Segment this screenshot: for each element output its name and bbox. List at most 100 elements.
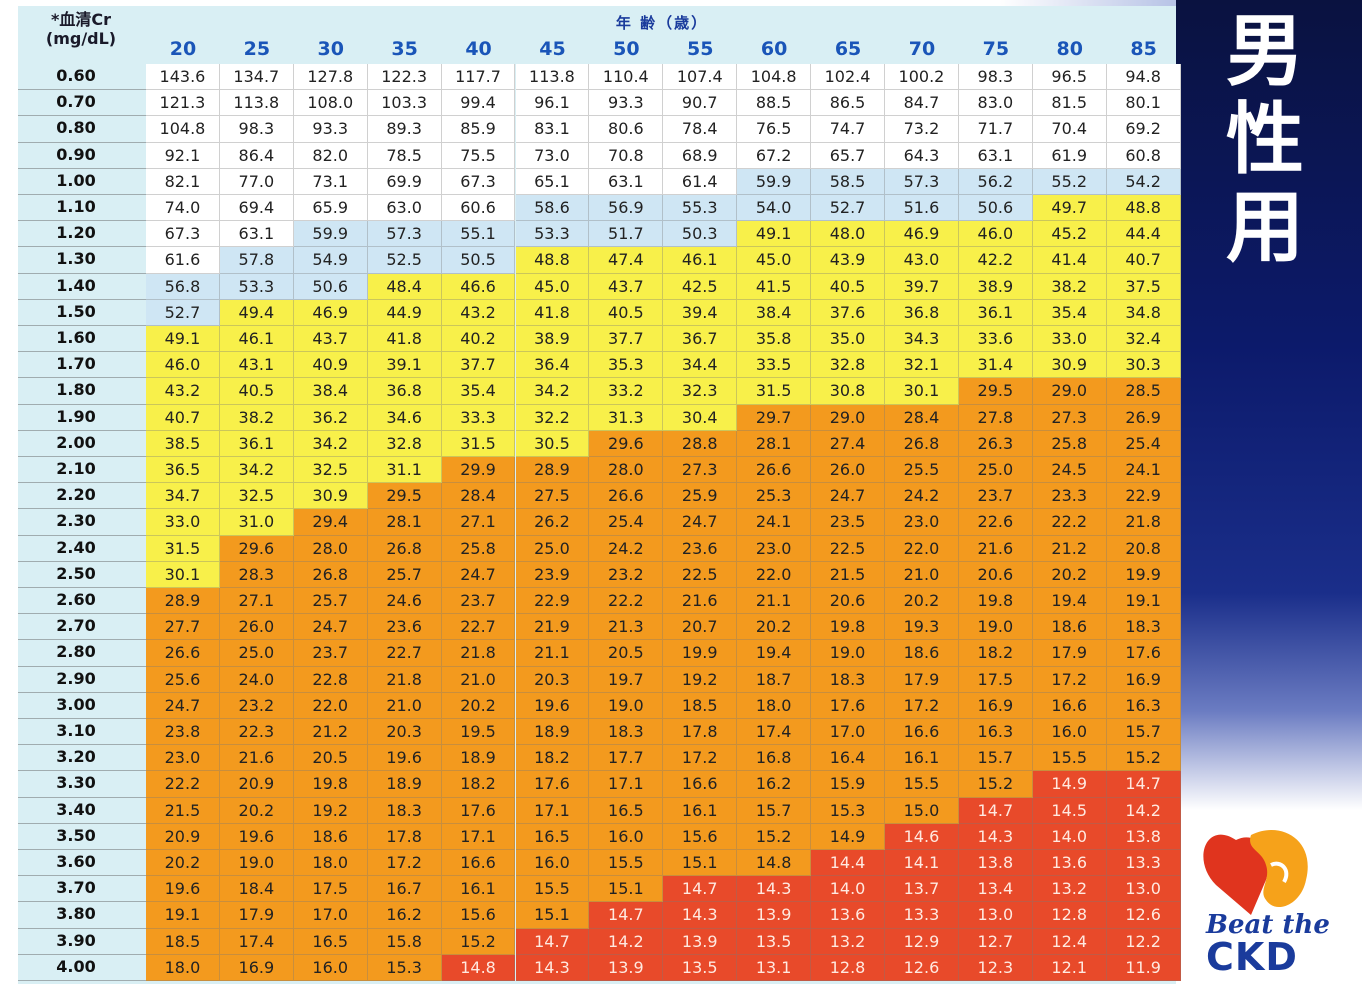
- egfr-cell: 42.2: [958, 247, 1033, 274]
- egfr-cell: 117.7: [441, 64, 516, 91]
- egfr-cell: 13.8: [958, 850, 1033, 877]
- cr-row-label: 3.30: [56, 773, 96, 793]
- egfr-cell: 25.0: [515, 535, 590, 562]
- egfr-cell: 103.3: [367, 90, 442, 117]
- cr-row-label: 2.70: [56, 616, 96, 636]
- egfr-cell: 90.7: [663, 90, 738, 117]
- age-header-80: 80: [1056, 38, 1083, 60]
- egfr-cell: 20.2: [146, 850, 220, 877]
- egfr-cell: 39.4: [663, 299, 738, 326]
- egfr-cell: 31.5: [146, 535, 220, 562]
- egfr-cell: 30.3: [1106, 352, 1181, 379]
- egfr-cell: 89.3: [367, 116, 442, 143]
- egfr-cell: 55.1: [441, 221, 516, 248]
- egfr-cell: 98.3: [219, 116, 294, 143]
- egfr-cell: 28.5: [1106, 378, 1181, 405]
- egfr-cell: 58.5: [811, 168, 885, 195]
- egfr-cell: 22.2: [146, 771, 220, 798]
- egfr-cell: 96.5: [1032, 64, 1107, 91]
- egfr-cell: 31.0: [219, 509, 294, 536]
- egfr-cell: 12.4: [1032, 928, 1107, 955]
- egfr-cell: 55.3: [663, 195, 738, 222]
- age-header-65: 65: [834, 38, 862, 60]
- egfr-cell: 83.1: [515, 116, 590, 143]
- egfr-cell: 13.0: [958, 902, 1033, 929]
- row-divider: [18, 691, 146, 693]
- egfr-cell: 93.3: [589, 90, 664, 117]
- egfr-cell: 41.8: [515, 299, 590, 326]
- egfr-cell: 25.8: [441, 535, 516, 562]
- egfr-cell: 46.1: [219, 326, 294, 353]
- egfr-cell: 16.3: [958, 719, 1033, 746]
- egfr-cell: 17.0: [811, 719, 885, 746]
- egfr-cell: 32.1: [885, 352, 959, 379]
- egfr-cell: 29.0: [1032, 378, 1107, 405]
- egfr-cell: 27.3: [663, 457, 738, 484]
- egfr-cell: 67.3: [441, 168, 516, 195]
- egfr-cell: 127.8: [293, 64, 368, 91]
- age-header-30: 30: [317, 38, 344, 60]
- age-header-20: 20: [169, 38, 197, 60]
- egfr-cell: 17.4: [737, 719, 812, 746]
- egfr-cell: 14.0: [811, 876, 885, 903]
- egfr-cell: 22.9: [1106, 483, 1181, 510]
- egfr-cell: 18.6: [1032, 614, 1107, 641]
- egfr-cell: 17.1: [515, 797, 590, 824]
- egfr-cell: 57.3: [367, 221, 442, 248]
- egfr-cell: 104.8: [737, 64, 812, 91]
- egfr-cell: 24.2: [589, 535, 664, 562]
- egfr-cell: 17.2: [885, 692, 959, 719]
- egfr-cell: 32.8: [367, 430, 442, 457]
- egfr-cell: 14.3: [663, 902, 738, 929]
- egfr-cell: 18.4: [219, 876, 294, 903]
- egfr-cell: 15.0: [885, 797, 959, 824]
- egfr-cell: 14.3: [737, 876, 812, 903]
- egfr-cell: 34.7: [146, 483, 220, 510]
- egfr-cell: 25.7: [367, 561, 442, 588]
- egfr-cell: 12.6: [1106, 902, 1181, 929]
- egfr-cell: 18.5: [663, 692, 738, 719]
- egfr-cell: 50.6: [958, 195, 1033, 222]
- cr-header: *血清Cr (mg/dL): [26, 10, 136, 48]
- egfr-cell: 24.5: [1032, 457, 1107, 484]
- egfr-cell: 15.5: [589, 850, 664, 877]
- egfr-cell: 13.4: [958, 876, 1033, 903]
- egfr-cell: 63.1: [219, 221, 294, 248]
- egfr-cell: 107.4: [663, 64, 738, 91]
- age-header-25: 25: [243, 38, 271, 60]
- cr-row-label: 3.50: [56, 825, 96, 845]
- egfr-cell: 30.9: [293, 483, 368, 510]
- row-divider: [18, 613, 146, 615]
- egfr-cell: 32.3: [663, 378, 738, 405]
- egfr-cell: 26.6: [737, 457, 812, 484]
- egfr-cell: 51.6: [885, 195, 959, 222]
- egfr-cell: 18.3: [367, 797, 442, 824]
- cr-row-label: 0.70: [56, 92, 96, 112]
- egfr-cell: 18.9: [367, 771, 442, 798]
- egfr-cell: 16.6: [663, 771, 738, 798]
- egfr-cell: 96.1: [515, 90, 590, 117]
- cr-row-label: 2.30: [56, 511, 96, 531]
- egfr-cell: 113.8: [219, 90, 294, 117]
- egfr-cell: 21.0: [367, 692, 442, 719]
- egfr-cell: 20.2: [737, 614, 812, 641]
- egfr-cell: 65.7: [811, 142, 885, 169]
- egfr-cell: 48.8: [515, 247, 590, 274]
- egfr-cell: 52.7: [811, 195, 885, 222]
- row-divider: [18, 456, 146, 457]
- egfr-cell: 54.2: [1106, 168, 1181, 195]
- egfr-cell: 34.2: [219, 457, 294, 484]
- egfr-cell: 43.7: [589, 273, 664, 300]
- egfr-cell: 16.8: [737, 745, 812, 772]
- egfr-cell: 36.8: [367, 378, 442, 405]
- egfr-cell: 12.7: [958, 928, 1033, 955]
- egfr-cell: 102.4: [811, 64, 885, 91]
- egfr-cell: 18.2: [515, 745, 590, 772]
- egfr-cell: 20.2: [885, 588, 959, 615]
- row-divider: [18, 534, 146, 536]
- egfr-cell: 17.8: [663, 719, 738, 746]
- cr-row-label: 4.00: [56, 956, 96, 976]
- egfr-cell: 33.6: [958, 326, 1033, 353]
- egfr-cell: 43.2: [146, 378, 220, 405]
- cr-row-label: 3.10: [56, 721, 96, 740]
